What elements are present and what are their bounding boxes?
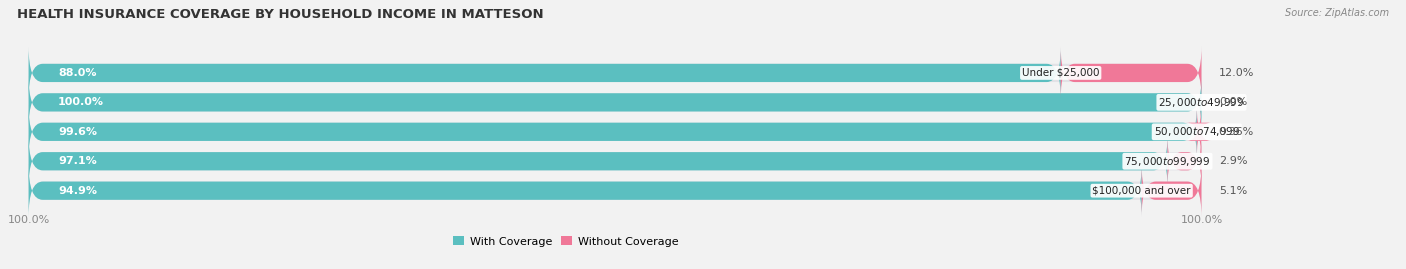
Text: $100,000 and over: $100,000 and over	[1092, 186, 1191, 196]
Text: 100.0%: 100.0%	[58, 97, 104, 107]
Text: $75,000 to $99,999: $75,000 to $99,999	[1125, 155, 1211, 168]
Text: 5.1%: 5.1%	[1219, 186, 1247, 196]
Text: 97.1%: 97.1%	[58, 156, 97, 166]
FancyBboxPatch shape	[28, 135, 1167, 187]
Text: 2.9%: 2.9%	[1219, 156, 1247, 166]
FancyBboxPatch shape	[1167, 135, 1202, 187]
FancyBboxPatch shape	[1142, 164, 1202, 217]
Text: HEALTH INSURANCE COVERAGE BY HOUSEHOLD INCOME IN MATTESON: HEALTH INSURANCE COVERAGE BY HOUSEHOLD I…	[17, 8, 544, 21]
Text: $25,000 to $49,999: $25,000 to $49,999	[1159, 96, 1244, 109]
FancyBboxPatch shape	[28, 164, 1202, 217]
FancyBboxPatch shape	[28, 106, 1202, 158]
Text: 88.0%: 88.0%	[58, 68, 97, 78]
FancyBboxPatch shape	[28, 106, 1197, 158]
Text: 0.36%: 0.36%	[1219, 127, 1254, 137]
FancyBboxPatch shape	[28, 164, 1142, 217]
FancyBboxPatch shape	[28, 47, 1060, 99]
Text: 0.0%: 0.0%	[1219, 97, 1247, 107]
FancyBboxPatch shape	[28, 47, 1202, 99]
Legend: With Coverage, Without Coverage: With Coverage, Without Coverage	[449, 232, 683, 251]
Text: 99.6%: 99.6%	[58, 127, 97, 137]
Text: 94.9%: 94.9%	[58, 186, 97, 196]
FancyBboxPatch shape	[28, 135, 1202, 187]
Text: 12.0%: 12.0%	[1219, 68, 1254, 78]
Text: Under $25,000: Under $25,000	[1022, 68, 1099, 78]
FancyBboxPatch shape	[28, 76, 1202, 129]
Text: Source: ZipAtlas.com: Source: ZipAtlas.com	[1285, 8, 1389, 18]
FancyBboxPatch shape	[1060, 47, 1202, 99]
Text: $50,000 to $74,999: $50,000 to $74,999	[1153, 125, 1240, 138]
FancyBboxPatch shape	[28, 76, 1202, 129]
FancyBboxPatch shape	[1187, 106, 1211, 158]
